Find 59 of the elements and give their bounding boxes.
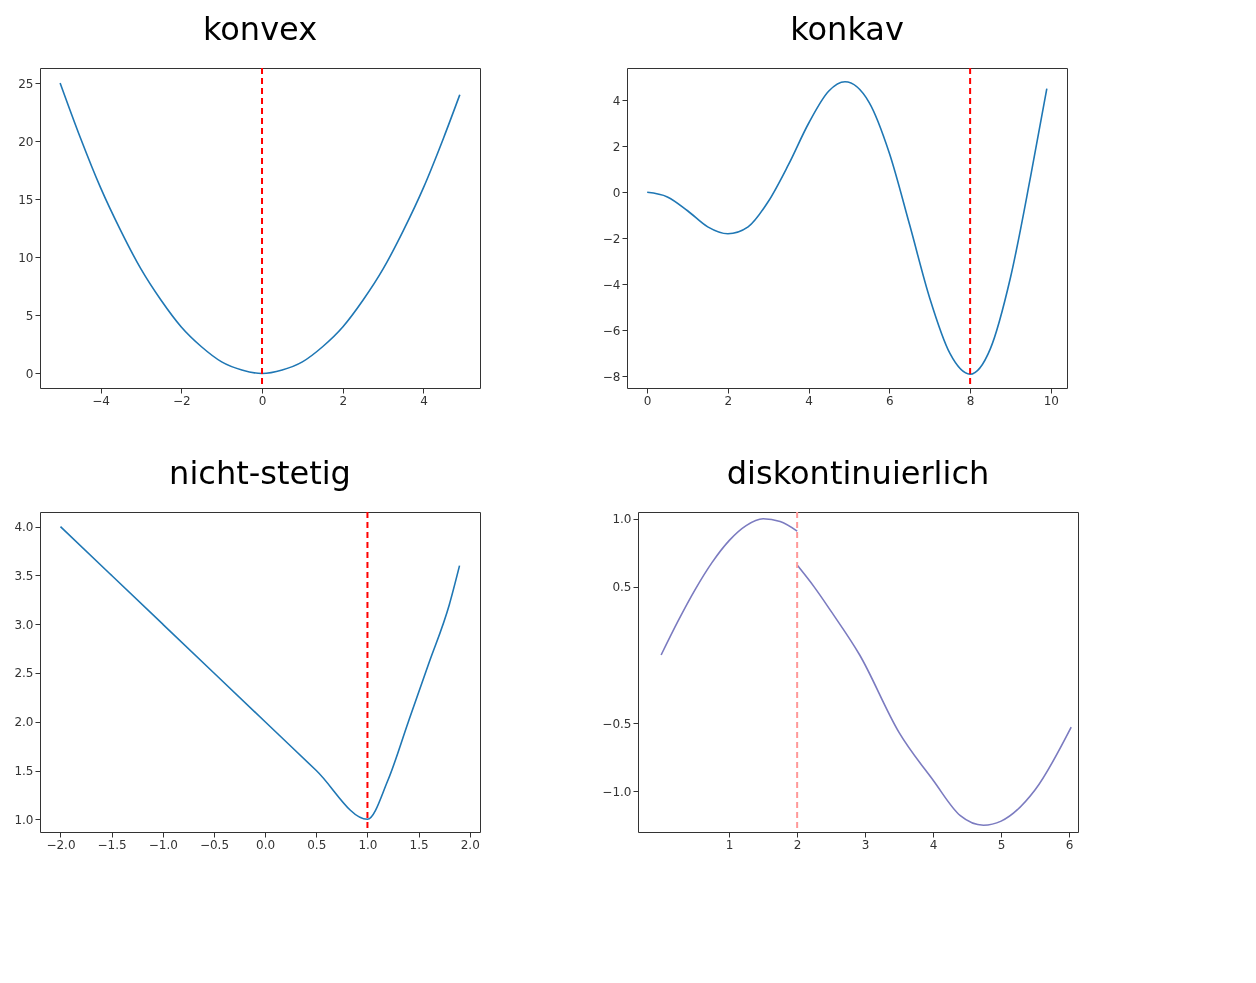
- x-tick-label: 0.0: [256, 837, 276, 852]
- x-tick-label: 2: [793, 837, 802, 852]
- x-tick-label: 1.0: [358, 837, 378, 852]
- x-tick-label: 1: [725, 837, 734, 852]
- x-tick-label: −2: [172, 393, 191, 408]
- y-tick-label: −8: [602, 369, 621, 384]
- line-series: [796, 564, 1072, 826]
- y-tick-label: 2.0: [14, 715, 34, 730]
- chart-title: nicht-stetig: [169, 454, 351, 492]
- y-tick-label: 0.5: [612, 580, 632, 595]
- x-tick-label: 4: [929, 837, 938, 852]
- x-tick-label: 4: [420, 393, 428, 408]
- y-tick-label: 20: [18, 134, 34, 149]
- x-tick-label: 0: [258, 393, 267, 408]
- y-tick-label: 0: [612, 185, 621, 200]
- y-tick-label: 10: [18, 250, 34, 265]
- line-series: [59, 82, 461, 375]
- line-series: [59, 525, 461, 821]
- y-tick-label: 4: [612, 93, 621, 108]
- x-tick-label: 1.5: [409, 837, 429, 852]
- y-tick-label: −2: [602, 231, 621, 246]
- chart-title: konkav: [790, 10, 904, 48]
- y-tick-label: −4: [602, 277, 621, 292]
- y-tick-label: 2.5: [14, 666, 34, 681]
- x-tick-label: 0: [643, 393, 652, 408]
- x-tick-label: −2.0: [46, 837, 76, 852]
- x-tick-label: −1.0: [148, 837, 178, 852]
- x-tick-label: 2: [724, 393, 733, 408]
- y-tick-label: 25: [18, 76, 34, 91]
- y-tick-label: 5: [25, 308, 34, 323]
- y-tick-label: 3.5: [14, 568, 34, 583]
- y-tick-label: 1.0: [14, 812, 34, 827]
- x-tick-label: 8: [966, 393, 975, 408]
- chart-title: diskontinuierlich: [726, 454, 990, 492]
- x-tick-label: 2.0: [460, 837, 480, 852]
- y-tick-label: 3.0: [14, 617, 34, 632]
- y-tick-label: −6: [602, 323, 621, 338]
- x-tick-label: −4: [92, 393, 110, 408]
- y-tick-label: −0.5: [602, 716, 632, 731]
- x-tick-label: 3: [861, 837, 870, 852]
- y-tick-label: 1.5: [14, 764, 34, 779]
- y-tick-label: 2: [612, 139, 621, 154]
- x-tick-label: 2: [339, 393, 348, 408]
- y-tick-label: 1.0: [612, 512, 632, 527]
- line-series: [646, 81, 1048, 375]
- y-tick-label: 4.0: [14, 520, 34, 535]
- chart-title: konvex: [202, 10, 318, 48]
- x-tick-label: −0.5: [199, 837, 230, 852]
- x-tick-label: −1.5: [97, 837, 127, 852]
- y-tick-label: −1.0: [602, 784, 632, 799]
- x-tick-label: 5: [997, 837, 1006, 852]
- y-tick-label: 15: [18, 192, 34, 207]
- x-tick-label: 0.5: [307, 837, 327, 852]
- x-tick-label: 6: [886, 393, 894, 408]
- x-tick-label: 6: [1065, 837, 1074, 852]
- x-tick-label: 10: [1043, 393, 1059, 408]
- y-tick-label: 0: [25, 366, 34, 381]
- x-tick-label: 4: [805, 393, 813, 408]
- line-series: [660, 518, 798, 656]
